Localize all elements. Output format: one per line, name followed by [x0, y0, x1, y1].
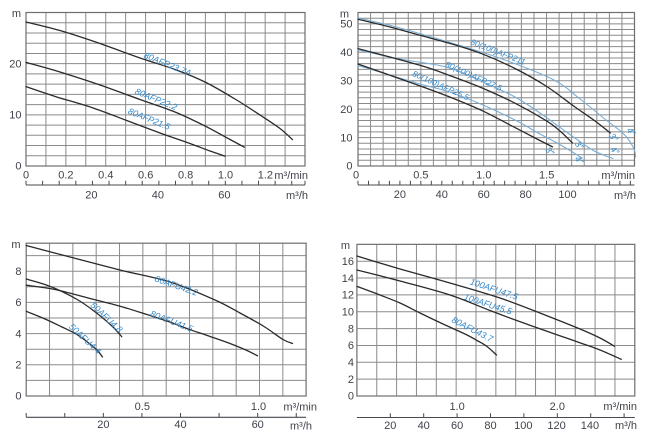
svg-text:120: 120	[547, 420, 565, 432]
svg-text:m³/min: m³/min	[274, 170, 308, 182]
svg-text:1.0: 1.0	[218, 170, 233, 182]
svg-text:40: 40	[418, 420, 430, 432]
svg-text:30: 30	[340, 76, 352, 88]
svg-text:8: 8	[15, 266, 21, 278]
svg-text:m: m	[12, 8, 21, 20]
svg-text:1.5: 1.5	[539, 170, 554, 182]
svg-text:m³/min: m³/min	[601, 170, 635, 182]
svg-text:0: 0	[23, 170, 29, 182]
svg-text:0: 0	[15, 391, 21, 403]
svg-text:2: 2	[15, 360, 21, 372]
svg-text:0: 0	[353, 170, 359, 182]
svg-text:16: 16	[342, 256, 354, 268]
svg-text:6: 6	[348, 340, 354, 352]
svg-text:140: 140	[581, 420, 599, 432]
svg-text:80: 80	[484, 420, 496, 432]
svg-text:1.0: 1.0	[476, 170, 491, 182]
svg-text:2.0: 2.0	[550, 401, 565, 413]
svg-text:0.2: 0.2	[58, 170, 73, 182]
svg-text:1.0: 1.0	[449, 401, 464, 413]
svg-text:8: 8	[348, 323, 354, 335]
svg-text:m³/h: m³/h	[290, 421, 312, 433]
svg-text:10: 10	[9, 110, 21, 122]
svg-text:1.0: 1.0	[251, 401, 266, 413]
svg-text:60: 60	[451, 420, 463, 432]
svg-text:0.8: 0.8	[178, 170, 193, 182]
svg-text:60: 60	[478, 189, 490, 201]
svg-text:100: 100	[558, 189, 576, 201]
svg-text:50: 50	[340, 19, 352, 31]
svg-text:60: 60	[218, 190, 230, 202]
svg-text:m: m	[340, 9, 349, 21]
svg-text:20: 20	[85, 190, 97, 202]
svg-text:m³/h: m³/h	[614, 190, 636, 202]
svg-text:0: 0	[348, 391, 354, 403]
svg-text:m: m	[341, 240, 350, 252]
svg-text:m³/min: m³/min	[603, 401, 637, 413]
svg-text:40: 40	[174, 419, 186, 431]
svg-text:0: 0	[15, 161, 21, 173]
svg-text:m³/min: m³/min	[283, 402, 317, 414]
svg-text:10: 10	[340, 132, 352, 144]
svg-text:10: 10	[342, 307, 354, 319]
svg-text:4: 4	[348, 357, 354, 369]
svg-text:20: 20	[394, 189, 406, 201]
svg-text:0.4: 0.4	[98, 170, 113, 182]
svg-text:60: 60	[252, 419, 264, 431]
svg-text:14: 14	[342, 273, 354, 285]
svg-text:0.5: 0.5	[413, 170, 428, 182]
svg-text:m³/h: m³/h	[286, 190, 308, 202]
svg-text:6: 6	[15, 297, 21, 309]
svg-text:20: 20	[384, 420, 396, 432]
svg-text:m: m	[11, 239, 20, 251]
svg-text:0.6: 0.6	[138, 170, 153, 182]
svg-text:0.5: 0.5	[135, 401, 150, 413]
svg-text:100: 100	[514, 420, 532, 432]
svg-text:20: 20	[97, 419, 109, 431]
svg-text:1.2: 1.2	[258, 170, 273, 182]
svg-text:12: 12	[342, 290, 354, 302]
svg-text:40: 40	[340, 47, 352, 59]
svg-text:80: 80	[519, 189, 531, 201]
svg-text:0: 0	[346, 161, 352, 173]
svg-text:4: 4	[15, 328, 21, 340]
svg-text:40: 40	[152, 190, 164, 202]
svg-text:m³/h: m³/h	[615, 420, 637, 432]
svg-text:20: 20	[9, 58, 21, 70]
svg-text:40: 40	[436, 189, 448, 201]
svg-text:2: 2	[348, 374, 354, 386]
svg-text:20: 20	[340, 104, 352, 116]
